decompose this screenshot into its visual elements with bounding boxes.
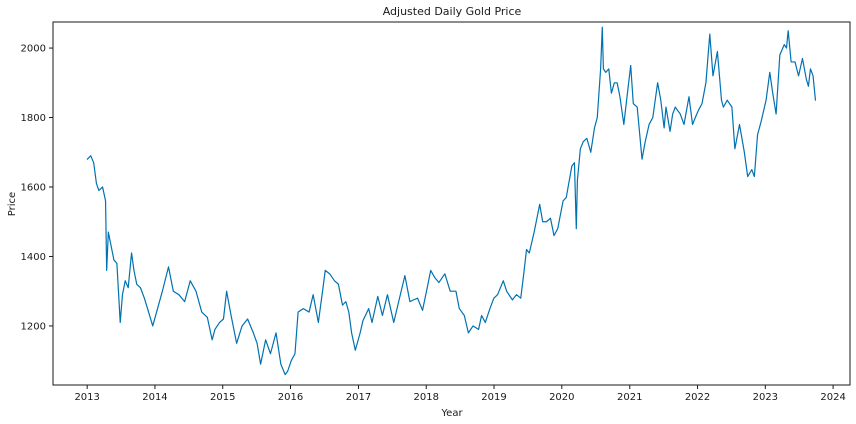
- x-tick-label-2013: 2013: [74, 392, 99, 403]
- y-axis-label: Price: [7, 192, 18, 216]
- y-tick-label-1600: 1600: [21, 183, 46, 194]
- chart-title: Adjusted Daily Gold Price: [383, 5, 522, 18]
- x-tick-label-2022: 2022: [685, 392, 710, 403]
- x-tick-label-2023: 2023: [753, 392, 778, 403]
- x-tick-label-2015: 2015: [210, 392, 235, 403]
- plot-frame: [52, 21, 851, 386]
- x-tick-label-2024: 2024: [820, 392, 845, 403]
- x-tick-label-2018: 2018: [414, 392, 439, 403]
- y-tick-label-2000: 2000: [21, 44, 46, 55]
- price-series-line: [86, 26, 817, 376]
- x-tick-label-2021: 2021: [617, 392, 642, 403]
- x-axis-label: Year: [440, 408, 463, 419]
- x-tick-label-2017: 2017: [346, 392, 371, 403]
- y-tick-label-1800: 1800: [21, 113, 46, 124]
- x-tick-label-2019: 2019: [481, 392, 506, 403]
- y-axis: 1200 1400 1600 1800 2000: [21, 44, 53, 332]
- plot-area: [52, 21, 851, 386]
- y-tick-label-1200: 1200: [21, 321, 46, 332]
- x-axis: 2013 2014 2015 2016 2017 2018 2019 2020 2021 2022…: [74, 385, 846, 403]
- x-tick-label-2020: 2020: [549, 392, 574, 403]
- y-tick-label-1400: 1400: [21, 252, 46, 263]
- x-tick-label-2016: 2016: [278, 392, 303, 403]
- x-tick-label-2014: 2014: [142, 392, 167, 403]
